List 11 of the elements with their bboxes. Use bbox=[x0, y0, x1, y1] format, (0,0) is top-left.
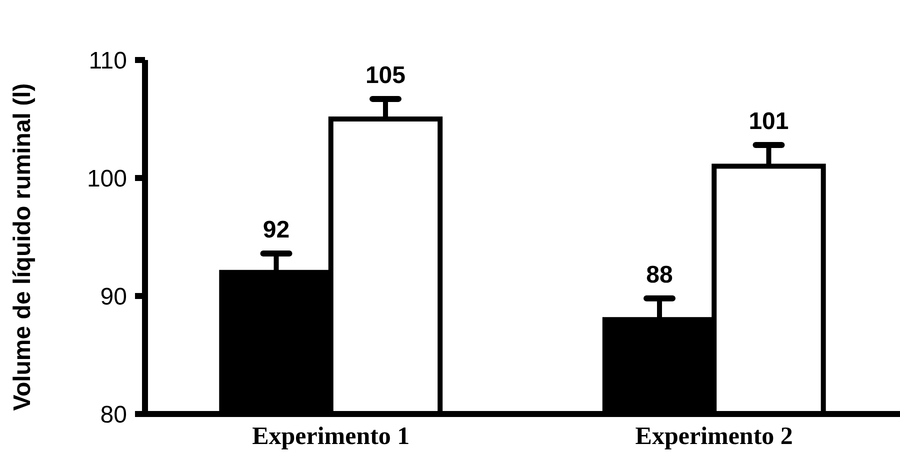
data-label: 92 bbox=[262, 216, 290, 244]
x-tick-label: Experimento 2 bbox=[635, 423, 793, 450]
data-label: 101 bbox=[748, 108, 789, 135]
y-tick-label: 80 bbox=[100, 401, 127, 428]
data-label: 88 bbox=[646, 261, 673, 288]
y-axis-title: Volume de líquido ruminal (l) bbox=[9, 83, 36, 411]
data-label: 105 bbox=[365, 62, 406, 89]
x-tick-label: Experimento 1 bbox=[252, 423, 410, 450]
y-tick-label: 90 bbox=[100, 283, 127, 310]
y-tick-label: 100 bbox=[86, 165, 127, 192]
y-tick-label: 110 bbox=[88, 47, 127, 74]
